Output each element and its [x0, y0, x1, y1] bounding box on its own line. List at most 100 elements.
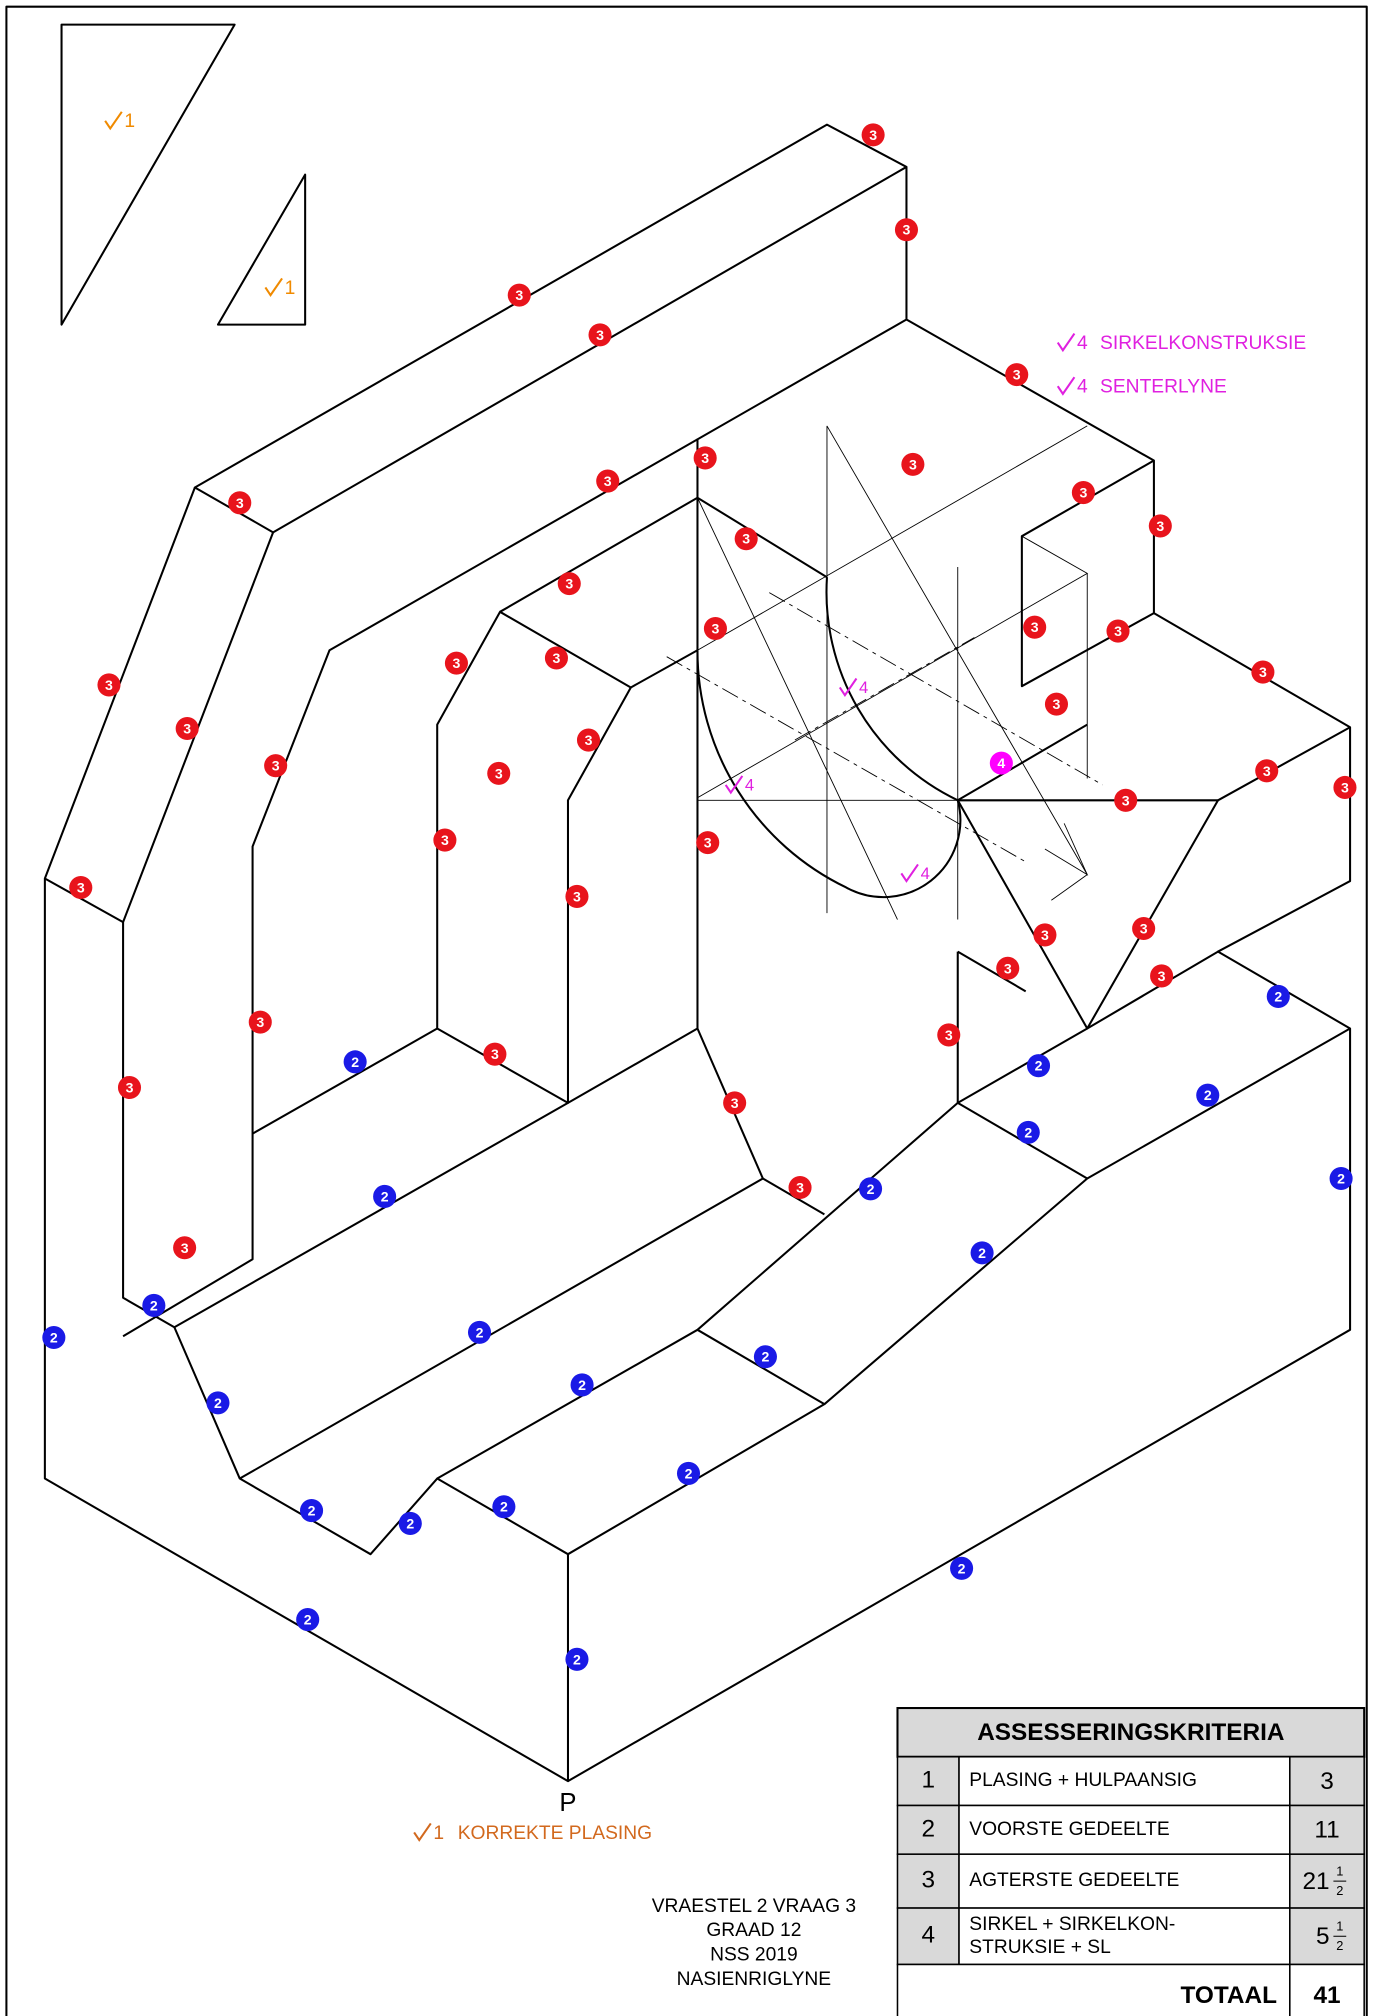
- isometric-object: [45, 125, 1350, 1782]
- marker-label: 2: [867, 1181, 875, 1197]
- score-whole: 21: [1302, 1868, 1329, 1895]
- assessment-table: ASSESSERINGSKRITERIA 1 PLASING + HULPAANSI…: [897, 1708, 1364, 2016]
- check-score: 4: [921, 864, 930, 883]
- marker-label: 3: [869, 127, 877, 143]
- check-mark: [840, 678, 857, 695]
- marker-label: 3: [1031, 619, 1039, 635]
- marker-label: 3: [903, 222, 911, 238]
- drawing-sheet: 3333333333333333333333333333333333333333…: [0, 0, 1377, 2016]
- marker-label: 2: [150, 1297, 158, 1313]
- row-item: VOORSTE GEDEELTE: [969, 1819, 1169, 1840]
- marker-label: 2: [578, 1377, 586, 1393]
- marker-label: 2: [1274, 988, 1282, 1004]
- marker-label: 2: [1035, 1058, 1043, 1074]
- footer-line: NSS 2019: [710, 1945, 798, 1966]
- check-score: 1: [124, 111, 135, 132]
- marker-label: 3: [1263, 763, 1271, 779]
- marker-label: 3: [236, 495, 244, 511]
- marker-label: 3: [1004, 960, 1012, 976]
- row-item: PLASING + HULPAANSIG: [969, 1770, 1197, 1791]
- marker-label: 3: [181, 1240, 189, 1256]
- check-score: 4: [745, 776, 754, 795]
- row-number: 3: [921, 1867, 935, 1894]
- marker-label: 3: [495, 765, 503, 781]
- marker-label: 3: [105, 677, 113, 693]
- marker-label: 2: [958, 1560, 966, 1576]
- marker-label: 2: [685, 1465, 693, 1481]
- score-denominator: 2: [1336, 1883, 1343, 1898]
- marker-label: 2: [214, 1395, 222, 1411]
- total: 41: [1313, 1982, 1340, 2009]
- marker-label: 3: [945, 1027, 953, 1043]
- marker-label: 2: [1337, 1171, 1345, 1187]
- marker-label: 2: [304, 1612, 312, 1628]
- annotation-text: SIRKELKONSTRUKSIE: [1100, 333, 1306, 354]
- marker-label: 2: [476, 1324, 484, 1340]
- score: 3: [1320, 1768, 1334, 1795]
- score: 11: [1314, 1817, 1339, 1844]
- marker-label: 2: [500, 1499, 508, 1515]
- row-item: SIRKEL + SIRKELKON-: [969, 1914, 1175, 1935]
- marker-label: 2: [573, 1651, 581, 1667]
- annotation-text: SENTERLYNE: [1100, 377, 1227, 398]
- footer-line: NASIENRIGLYNE: [677, 1969, 832, 1990]
- marker-label: 3: [1122, 792, 1130, 808]
- marker-label: 2: [762, 1349, 770, 1365]
- marker-label: 2: [1024, 1124, 1032, 1140]
- marker-label: 3: [1013, 367, 1021, 383]
- marker-label: 2: [1204, 1087, 1212, 1103]
- check-score: 4: [1077, 333, 1088, 354]
- check-mark: [414, 1823, 431, 1840]
- marker-label: 3: [573, 888, 581, 904]
- marker-label: 3: [712, 620, 720, 636]
- marker-label: 3: [701, 450, 709, 466]
- footer: VRAESTEL 2 VRAAG 3 GRAAD 12 NSS 2019 NAS…: [652, 1896, 856, 1990]
- table-title: ASSESSERINGSKRITERIA: [977, 1719, 1284, 1746]
- row-number: 4: [921, 1922, 935, 1949]
- marker-label: 3: [272, 758, 280, 774]
- marker-label: 3: [1041, 927, 1049, 943]
- placement-note: KORREKTE PLASING: [458, 1823, 652, 1844]
- marker-label: 3: [1053, 696, 1061, 712]
- marker-label: 4: [997, 755, 1005, 771]
- check-mark: [1058, 334, 1075, 351]
- marker-label: 3: [126, 1079, 134, 1095]
- marker-label: 2: [978, 1245, 986, 1261]
- marker-label: 3: [515, 287, 523, 303]
- marker-label: 2: [351, 1054, 359, 1070]
- check-mark: [1058, 377, 1075, 394]
- marker-label: 3: [585, 732, 593, 748]
- marker-label: 3: [604, 473, 612, 489]
- score-numerator: 1: [1336, 1864, 1343, 1879]
- marker-label: 3: [1156, 518, 1164, 534]
- marker-label: 3: [731, 1095, 739, 1111]
- row-number: 1: [921, 1767, 935, 1794]
- row-number: 2: [921, 1815, 935, 1842]
- check-mark: [265, 278, 282, 295]
- check-mark: [105, 112, 122, 129]
- marker-label: 3: [1079, 485, 1087, 501]
- row-item: AGTERSTE GEDEELTE: [969, 1870, 1179, 1891]
- marker-label: 2: [308, 1503, 316, 1519]
- footer-line: VRAESTEL 2 VRAAG 3: [652, 1896, 856, 1917]
- check-mark: [901, 864, 918, 881]
- check-score: 1: [433, 1823, 444, 1844]
- score-numerator: 1: [1336, 1919, 1343, 1934]
- marker-label: 3: [596, 327, 604, 343]
- marker-label: 3: [1341, 779, 1349, 795]
- marker-label: 3: [704, 835, 712, 851]
- marker-label: 3: [441, 832, 449, 848]
- marker-label: 3: [1158, 968, 1166, 984]
- annotations: 1 1 4 4 4 4 SIRKELKONSTRUKSIE 4 SENTERLYNE 1 KORRE…: [105, 111, 1306, 1844]
- marker-label: 3: [1140, 921, 1148, 937]
- point-label: P: [559, 1789, 576, 1817]
- marker-label: 3: [1114, 623, 1122, 639]
- check-score: 4: [859, 678, 868, 697]
- row-item: STRUKSIE + SL: [969, 1937, 1111, 1958]
- marker-label: 3: [796, 1179, 804, 1195]
- auxiliary-views: [62, 25, 306, 325]
- score-denominator: 2: [1336, 1938, 1343, 1953]
- marker-label: 3: [491, 1046, 499, 1062]
- marker-label: 3: [1259, 664, 1267, 680]
- marker-label: 3: [553, 650, 561, 666]
